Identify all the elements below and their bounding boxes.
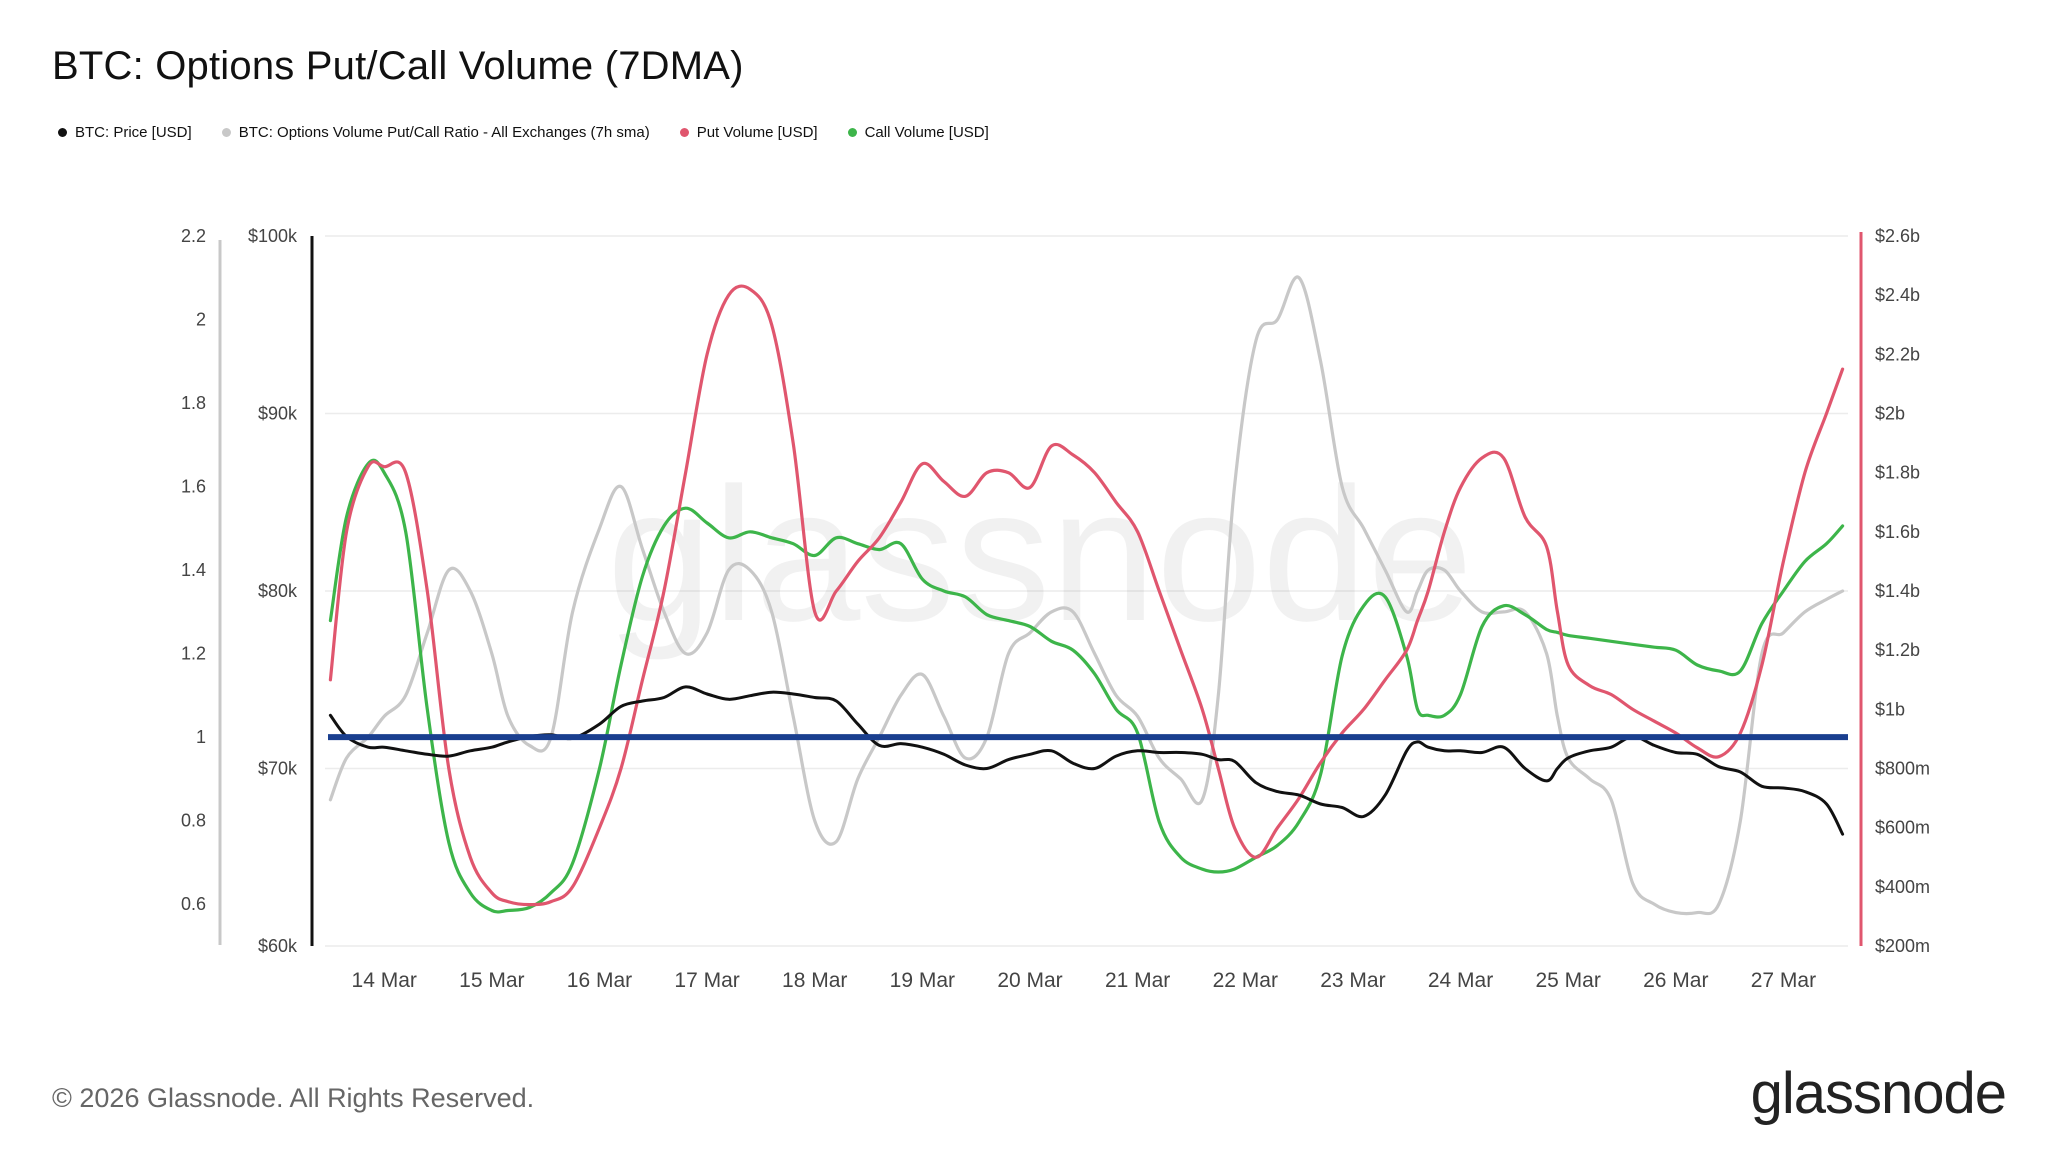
volume-tick-label: $600m [1875,818,1930,838]
call-volume-line [328,458,1845,914]
legend-item-call[interactable]: Call Volume [USD] [847,124,989,141]
legend-dot-price [58,128,67,137]
price-tick-label: $90k [258,404,298,424]
legend-label-put: Put Volume [USD] [696,124,818,141]
x-tick-label: 14 Mar [352,969,417,992]
ratio-tick-label: 1 [196,727,206,747]
legend-item-put[interactable]: Put Volume [USD] [679,124,818,141]
legend-label-price: BTC: Price [USD] [75,124,192,141]
glassnode-logo: glassnode [1750,1061,2007,1126]
x-tick-label: 20 Mar [997,969,1062,992]
volume-tick-label: $2.2b [1875,344,1920,364]
watermark: glassnode [607,449,1473,661]
legend-label-ratio: BTC: Options Volume Put/Call Ratio - All… [238,124,650,141]
copyright-text: © 2026 Glassnode. All Rights Reserved. [52,1083,535,1113]
put-volume-line [328,284,1845,907]
axes-layer: 2.2 2 1.8 1.6 1.4 1.2 1 0.8 0.6 $100k $90k $80k $70k… [181,226,1930,992]
x-tick-label: 22 Mar [1213,969,1278,992]
price-tick-label: $80k [258,581,298,601]
price-tick-label: $100k [248,226,298,246]
x-tick-label: 21 Mar [1105,969,1170,992]
volume-tick-label: $1.4b [1875,581,1920,601]
legend-item-ratio[interactable]: BTC: Options Volume Put/Call Ratio - All… [221,124,650,141]
ratio-tick-label: 0.8 [181,811,206,831]
x-tick-label: 24 Mar [1428,969,1493,992]
legend-label-call: Call Volume [USD] [864,124,989,141]
legend-dot-call [847,128,857,137]
volume-tick-label: $1.2b [1875,640,1920,660]
ratio-tick-label: 1.6 [181,477,206,497]
x-tick-label: 16 Mar [567,969,632,992]
x-tick-label: 15 Mar [459,969,524,992]
volume-tick-label: $800m [1875,759,1930,779]
volume-tick-label: $200m [1875,936,1930,956]
volume-tick-label: $2.6b [1875,226,1920,246]
ratio-tick-label: 1.8 [181,393,206,413]
series-layer [328,275,1848,916]
x-tick-label: 19 Mar [890,969,955,992]
volume-tick-label: $1.6b [1875,522,1920,542]
chart-title: BTC: Options Put/Call Volume (7DMA) [52,44,744,88]
legend-dot-ratio [221,128,231,137]
legend-item-price[interactable]: BTC: Price [USD] [58,124,192,141]
x-tick-label: 18 Mar [782,969,847,992]
x-tick-label: 23 Mar [1320,969,1385,992]
ratio-tick-label: 1.2 [181,644,206,664]
x-tick-label: 27 Mar [1751,969,1816,992]
put-call-ratio-line [328,275,1845,916]
volume-tick-label: $2.4b [1875,285,1920,305]
ratio-tick-label: 1.4 [181,560,206,580]
price-tick-label: $70k [258,759,298,779]
ratio-tick-label: 0.6 [181,894,206,914]
ratio-tick-label: 2.2 [181,226,206,246]
volume-tick-label: $2b [1875,404,1905,424]
volume-tick-label: $1b [1875,699,1905,719]
ratio-tick-label: 2 [196,310,206,330]
x-tick-label: 26 Mar [1643,969,1708,992]
x-tick-label: 25 Mar [1535,969,1600,992]
volume-tick-label: $1.8b [1875,463,1920,483]
legend-dot-put [679,128,689,137]
chart-legend: BTC: Price [USD] BTC: Options Volume Put… [58,124,989,141]
x-tick-label: 17 Mar [674,969,739,992]
volume-tick-label: $400m [1875,877,1930,897]
price-tick-label: $60k [258,936,298,956]
